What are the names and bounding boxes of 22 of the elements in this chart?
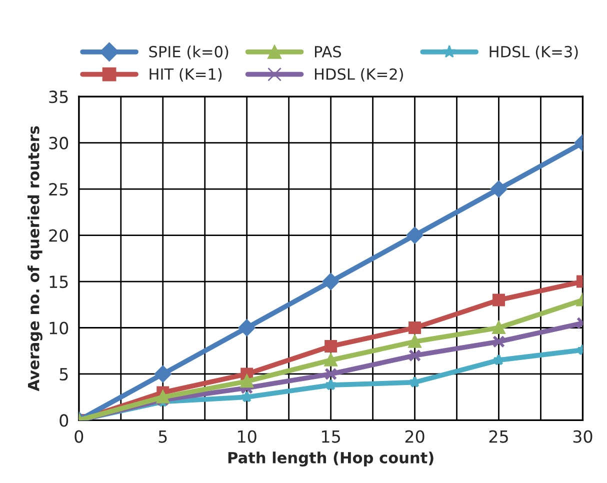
x-tick-label: 30 (573, 430, 592, 443)
x-tick-label: 20 (405, 430, 424, 443)
x-tick-label: 10 (238, 430, 256, 443)
legend-label: HIT (K=1) (150, 68, 222, 82)
legend-label: HDSL (K=2) (314, 68, 403, 82)
x-tick-label: 0 (74, 430, 84, 443)
x-axis-title: Path length (Hop count) (228, 452, 434, 467)
y-tick-label: 30 (49, 136, 68, 150)
y-tick-label: 20 (49, 229, 68, 242)
y-tick-label: 35 (49, 90, 68, 104)
y-tick-label: 0 (60, 414, 68, 427)
legend-label: HDSL (K=3) (490, 46, 578, 60)
x-tick-label: 25 (489, 430, 508, 443)
legend-label: SPIE (k=0) (149, 46, 228, 60)
legend-label: PAS (314, 46, 342, 58)
y-tick-label: 15 (50, 276, 68, 288)
x-tick-label: 5 (158, 430, 167, 443)
y-tick-label: 25 (49, 183, 68, 196)
x-tick-label: 15 (322, 430, 340, 443)
y-tick-label: 10 (50, 322, 68, 334)
y-tick-label: 5 (60, 368, 68, 381)
y-axis-title: Average no. of queried routers (28, 126, 42, 392)
